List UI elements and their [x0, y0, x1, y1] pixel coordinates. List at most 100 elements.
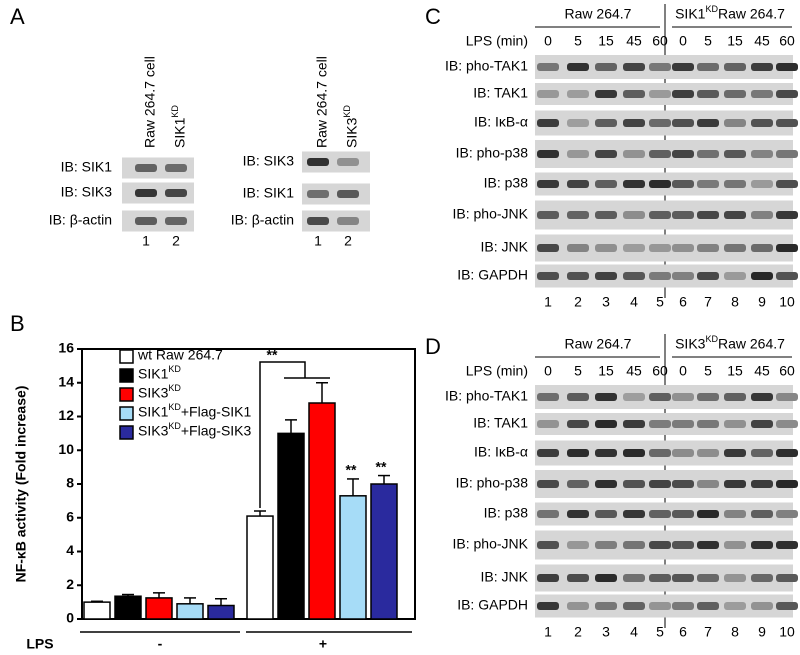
blot-band: [537, 90, 559, 98]
y-tick-label: 4: [66, 542, 74, 558]
legend-swatch: [119, 387, 134, 402]
legend-label: SIK1KD: [138, 364, 181, 381]
blot-band: [724, 393, 746, 401]
blot-band: [776, 510, 798, 518]
blot-band: [697, 211, 719, 219]
blot-band: [724, 119, 746, 127]
bar: [145, 597, 173, 620]
blot-band: [165, 164, 187, 172]
blot-band: [724, 90, 746, 98]
blot-band: [649, 211, 671, 219]
bar: [246, 515, 274, 620]
y-tick-label: 16: [58, 340, 74, 356]
blot-band: [537, 63, 559, 71]
blot-band: [724, 541, 746, 549]
blot-band: [697, 272, 719, 280]
row-label: IB: β-actin: [49, 212, 112, 228]
lane-number: 8: [731, 294, 739, 310]
x-axis-label: LPS: [26, 636, 53, 652]
blot-band: [672, 420, 694, 428]
blot-band: [537, 272, 559, 280]
blot-band: [697, 119, 719, 127]
blot-band: [776, 90, 798, 98]
time-point: 15: [727, 363, 743, 379]
blot-band: [595, 420, 617, 428]
bar: [176, 603, 204, 620]
blot-band: [751, 420, 773, 428]
blot-background: [302, 151, 370, 173]
blot-band: [724, 180, 746, 188]
lane-number: 1: [544, 624, 552, 640]
blot-band: [623, 211, 645, 219]
blot-band: [697, 420, 719, 428]
y-tick-label: 12: [58, 407, 74, 423]
row-label: IB: pho-p38: [456, 145, 529, 161]
time-point: 0: [679, 33, 687, 49]
superscript: KD: [705, 4, 718, 14]
blot-band: [595, 211, 617, 219]
time-point: 0: [679, 363, 687, 379]
legend-label: SIK3KD+Flag-SIK3: [138, 421, 252, 438]
blot-band: [649, 420, 671, 428]
blot-band: [595, 90, 617, 98]
blot-band: [567, 272, 589, 280]
blot-band: [623, 602, 645, 610]
time-point: 0: [544, 363, 552, 379]
blot-band: [697, 63, 719, 71]
blot-band: [724, 602, 746, 610]
row-label: IB: SIK3: [243, 153, 295, 169]
blot-band: [567, 393, 589, 401]
blot-band: [776, 449, 798, 457]
time-point: 45: [626, 363, 642, 379]
blot-band: [751, 393, 773, 401]
blot-band: [537, 119, 559, 127]
time-point: 15: [727, 33, 743, 49]
lane-number: 1: [314, 233, 322, 249]
blot-band: [697, 574, 719, 582]
blot-band: [537, 244, 559, 252]
blot-band: [595, 63, 617, 71]
blot-band: [672, 244, 694, 252]
lane-number: 1: [142, 233, 150, 249]
time-point: 5: [704, 363, 712, 379]
blot-band: [537, 180, 559, 188]
blot-band: [135, 217, 157, 225]
blot-band: [165, 217, 187, 225]
legend-label: SIK3KD: [138, 383, 181, 400]
blot-band: [724, 211, 746, 219]
blot-band: [537, 449, 559, 457]
blot-band: [623, 449, 645, 457]
blot-band: [623, 119, 645, 127]
blot-band: [672, 574, 694, 582]
blot-band: [307, 158, 329, 166]
blot-band: [697, 602, 719, 610]
bar: [207, 604, 235, 620]
blot-band: [697, 90, 719, 98]
blot-band: [623, 480, 645, 488]
bar: [339, 495, 367, 620]
blot-background: [302, 183, 370, 205]
blot-band: [537, 510, 559, 518]
blot-band: [776, 602, 798, 610]
blot-band: [697, 150, 719, 158]
lane-number: 2: [574, 294, 582, 310]
legend-swatch: [119, 349, 134, 364]
y-tick-label: 0: [66, 610, 74, 626]
row-label: IB: JNK: [481, 569, 529, 585]
blot-band: [672, 119, 694, 127]
lane-number: 7: [704, 624, 712, 640]
legend-swatch: [119, 368, 134, 383]
blot-band: [776, 211, 798, 219]
blot-band: [751, 541, 773, 549]
blot-band: [623, 541, 645, 549]
blot-band: [165, 189, 187, 197]
superscript: KD: [705, 334, 718, 344]
blot-band: [724, 150, 746, 158]
group-header: SIK1KDRaw 264.7: [675, 4, 785, 21]
blot-band: [724, 63, 746, 71]
time-point: 0: [544, 33, 552, 49]
blot-band: [697, 480, 719, 488]
column-header: SIK3KD: [342, 105, 359, 148]
blot-band: [595, 510, 617, 518]
blot-band: [776, 119, 798, 127]
